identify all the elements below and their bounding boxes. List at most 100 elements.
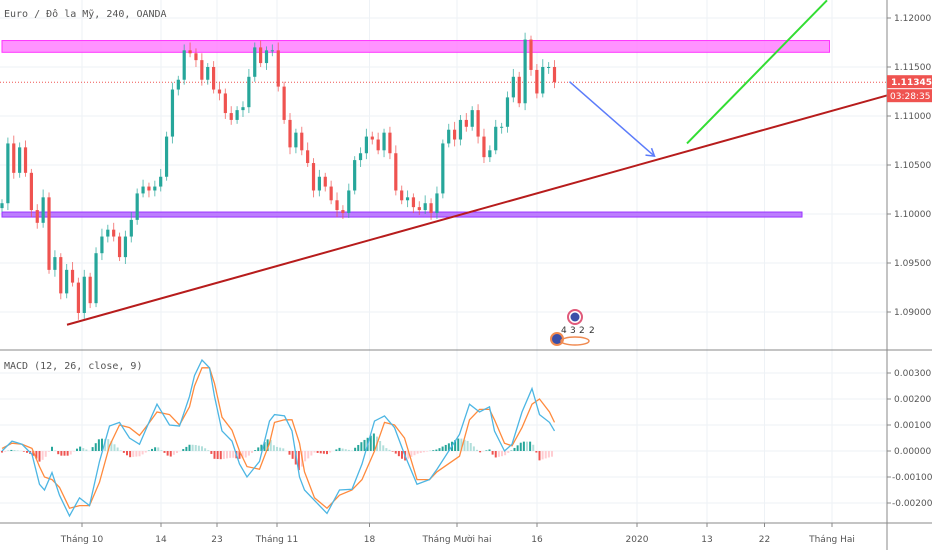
candle-up <box>511 76 515 98</box>
time-tick-label: 23 <box>211 535 222 545</box>
time-tick-label: 14 <box>155 535 167 545</box>
candle-up <box>541 67 545 94</box>
event-markers[interactable]: 4 3 2 2 <box>550 309 595 346</box>
candle-up <box>447 129 451 144</box>
macd-histogram-bar <box>504 451 507 456</box>
candle-up <box>264 50 269 64</box>
candle-up <box>100 236 104 254</box>
macd-histogram-bar <box>169 451 172 457</box>
macd-histogram-bar <box>32 451 35 456</box>
macd-histogram-bar <box>132 451 135 457</box>
macd-tick-label: -0.00200 <box>892 499 932 509</box>
candle-down <box>12 143 16 173</box>
macd-histogram-bar <box>35 451 38 459</box>
candle-down <box>517 76 521 104</box>
macd-histogram-bar <box>391 451 394 452</box>
candle-up <box>270 50 274 52</box>
macd-histogram-bar <box>4 451 7 452</box>
candle-up <box>182 50 186 80</box>
candle-down <box>117 236 122 258</box>
candle-up <box>247 76 251 108</box>
candle-down <box>112 229 116 237</box>
time-tick-label: Tháng Mười hai <box>421 534 491 545</box>
macd-histogram-bar <box>316 451 319 453</box>
macd-histogram-bar <box>26 451 28 453</box>
candle-up <box>253 47 257 77</box>
macd-tick-label: 0.00200 <box>894 395 931 405</box>
time-tick-label: 22 <box>759 535 770 545</box>
macd-histogram-bar <box>163 451 166 453</box>
candle-down <box>211 67 216 90</box>
macd-histogram-bar <box>166 451 169 456</box>
macd-histogram-bar <box>247 451 250 456</box>
time-tick-label: 2020 <box>626 535 649 545</box>
macd-histogram-bar <box>47 451 50 452</box>
price-tick-label: 1.11500 <box>894 63 931 73</box>
macd-histogram-bar <box>416 451 419 454</box>
candle-up <box>123 236 128 258</box>
candle-down <box>76 282 81 313</box>
price-tick-label: 1.09000 <box>894 308 931 318</box>
macd-histogram-bar <box>238 451 241 459</box>
candle-down <box>394 153 398 191</box>
macd-histogram-bar <box>501 451 503 457</box>
projection-arrow <box>569 81 655 157</box>
macd-histogram-bar <box>413 451 416 456</box>
candle-down <box>323 176 327 187</box>
macd-histogram-bar <box>110 441 113 451</box>
macd-histogram-bar <box>141 451 144 455</box>
macd-histogram-bar <box>94 443 97 451</box>
macd-histogram-bar <box>207 450 210 451</box>
eu-flag-icon <box>570 312 580 322</box>
macd-histogram-bar <box>119 450 122 451</box>
macd-histogram-bar <box>126 451 128 456</box>
macd-histogram-bar <box>454 440 457 451</box>
candle-up <box>164 136 169 177</box>
macd-histogram-bar <box>522 441 525 451</box>
macd-histogram-bar <box>216 451 219 459</box>
macd-histogram-bar <box>1 451 3 453</box>
drawings-zones <box>0 40 887 218</box>
candle-down <box>59 257 63 294</box>
trendline <box>66 94 888 326</box>
macd-histogram-bar <box>488 449 491 451</box>
candle-up <box>106 229 110 237</box>
macd-histogram-bar <box>157 447 160 451</box>
event-group-icon[interactable] <box>560 336 590 346</box>
candle-up <box>317 176 321 191</box>
candle-up <box>470 110 474 127</box>
macd-histogram-bar <box>444 444 447 451</box>
macd-histogram-bar <box>307 451 310 459</box>
drawings-lines <box>66 0 888 326</box>
candle-up <box>129 219 133 237</box>
macd-tick-label: 0.00300 <box>894 369 931 379</box>
candle-down <box>229 113 233 120</box>
macd-histogram-bar <box>97 439 100 451</box>
macd-histogram-bar <box>251 451 253 453</box>
macd-histogram-bar <box>472 446 475 451</box>
candle-up <box>358 153 363 161</box>
candle-up <box>441 143 445 194</box>
macd-histogram-bar <box>388 449 391 451</box>
candle-down <box>23 147 28 173</box>
candle-down <box>194 53 198 61</box>
macd-histogram-bar <box>435 449 438 451</box>
macd-histogram-bar <box>338 447 341 451</box>
candle-down <box>200 60 204 80</box>
macd-histogram-bar <box>269 439 272 451</box>
macd-histogram-bar <box>91 447 94 451</box>
current-price-label: 1.11345 <box>891 78 932 88</box>
resistance-zone <box>1 40 830 53</box>
macd-histogram-bar <box>272 445 275 451</box>
macd-histogram-bar <box>447 443 450 451</box>
macd-histogram-bar <box>441 446 444 451</box>
macd-histogram-bar <box>66 451 69 456</box>
candle-down <box>370 136 374 140</box>
macd-histogram-bar <box>185 446 188 451</box>
macd-histogram-bar <box>382 445 385 451</box>
grid <box>0 0 887 523</box>
candle-up <box>53 257 57 270</box>
macd-title: MACD (12, 26, close, 9) <box>4 361 143 372</box>
